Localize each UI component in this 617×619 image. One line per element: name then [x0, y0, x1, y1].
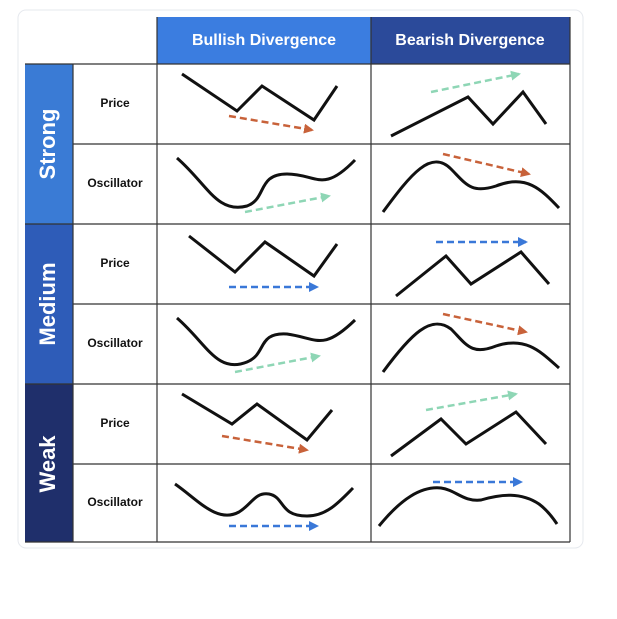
row-label: Oscillator [87, 495, 143, 509]
row-label: Oscillator [87, 176, 143, 190]
sketch [188, 234, 339, 292]
header-cell [157, 17, 371, 64]
column-header: Bearish Divergence [395, 32, 545, 49]
group-cell [25, 384, 73, 542]
sketch [181, 392, 334, 454]
sketch [381, 152, 561, 213]
sketch [176, 156, 357, 214]
group-label: Weak [35, 435, 60, 493]
sketch [176, 316, 357, 374]
column-header: Bullish Divergence [192, 32, 336, 49]
group-label: Medium [35, 262, 60, 345]
row-label: Price [100, 416, 130, 430]
row-label: Oscillator [87, 336, 143, 350]
sketch [390, 70, 548, 138]
group-cell [25, 224, 73, 384]
sketch [381, 312, 560, 373]
sketch [174, 482, 355, 531]
sketch [395, 237, 551, 298]
group-cell [25, 64, 73, 224]
grid [25, 17, 571, 543]
sketch [390, 390, 548, 458]
row-label: Price [100, 96, 130, 110]
group-label: Strong [35, 109, 60, 180]
card [17, 9, 584, 549]
row-label: Price [100, 256, 130, 270]
sketch [377, 477, 559, 527]
header-cell [371, 17, 570, 64]
sketch [181, 72, 339, 134]
